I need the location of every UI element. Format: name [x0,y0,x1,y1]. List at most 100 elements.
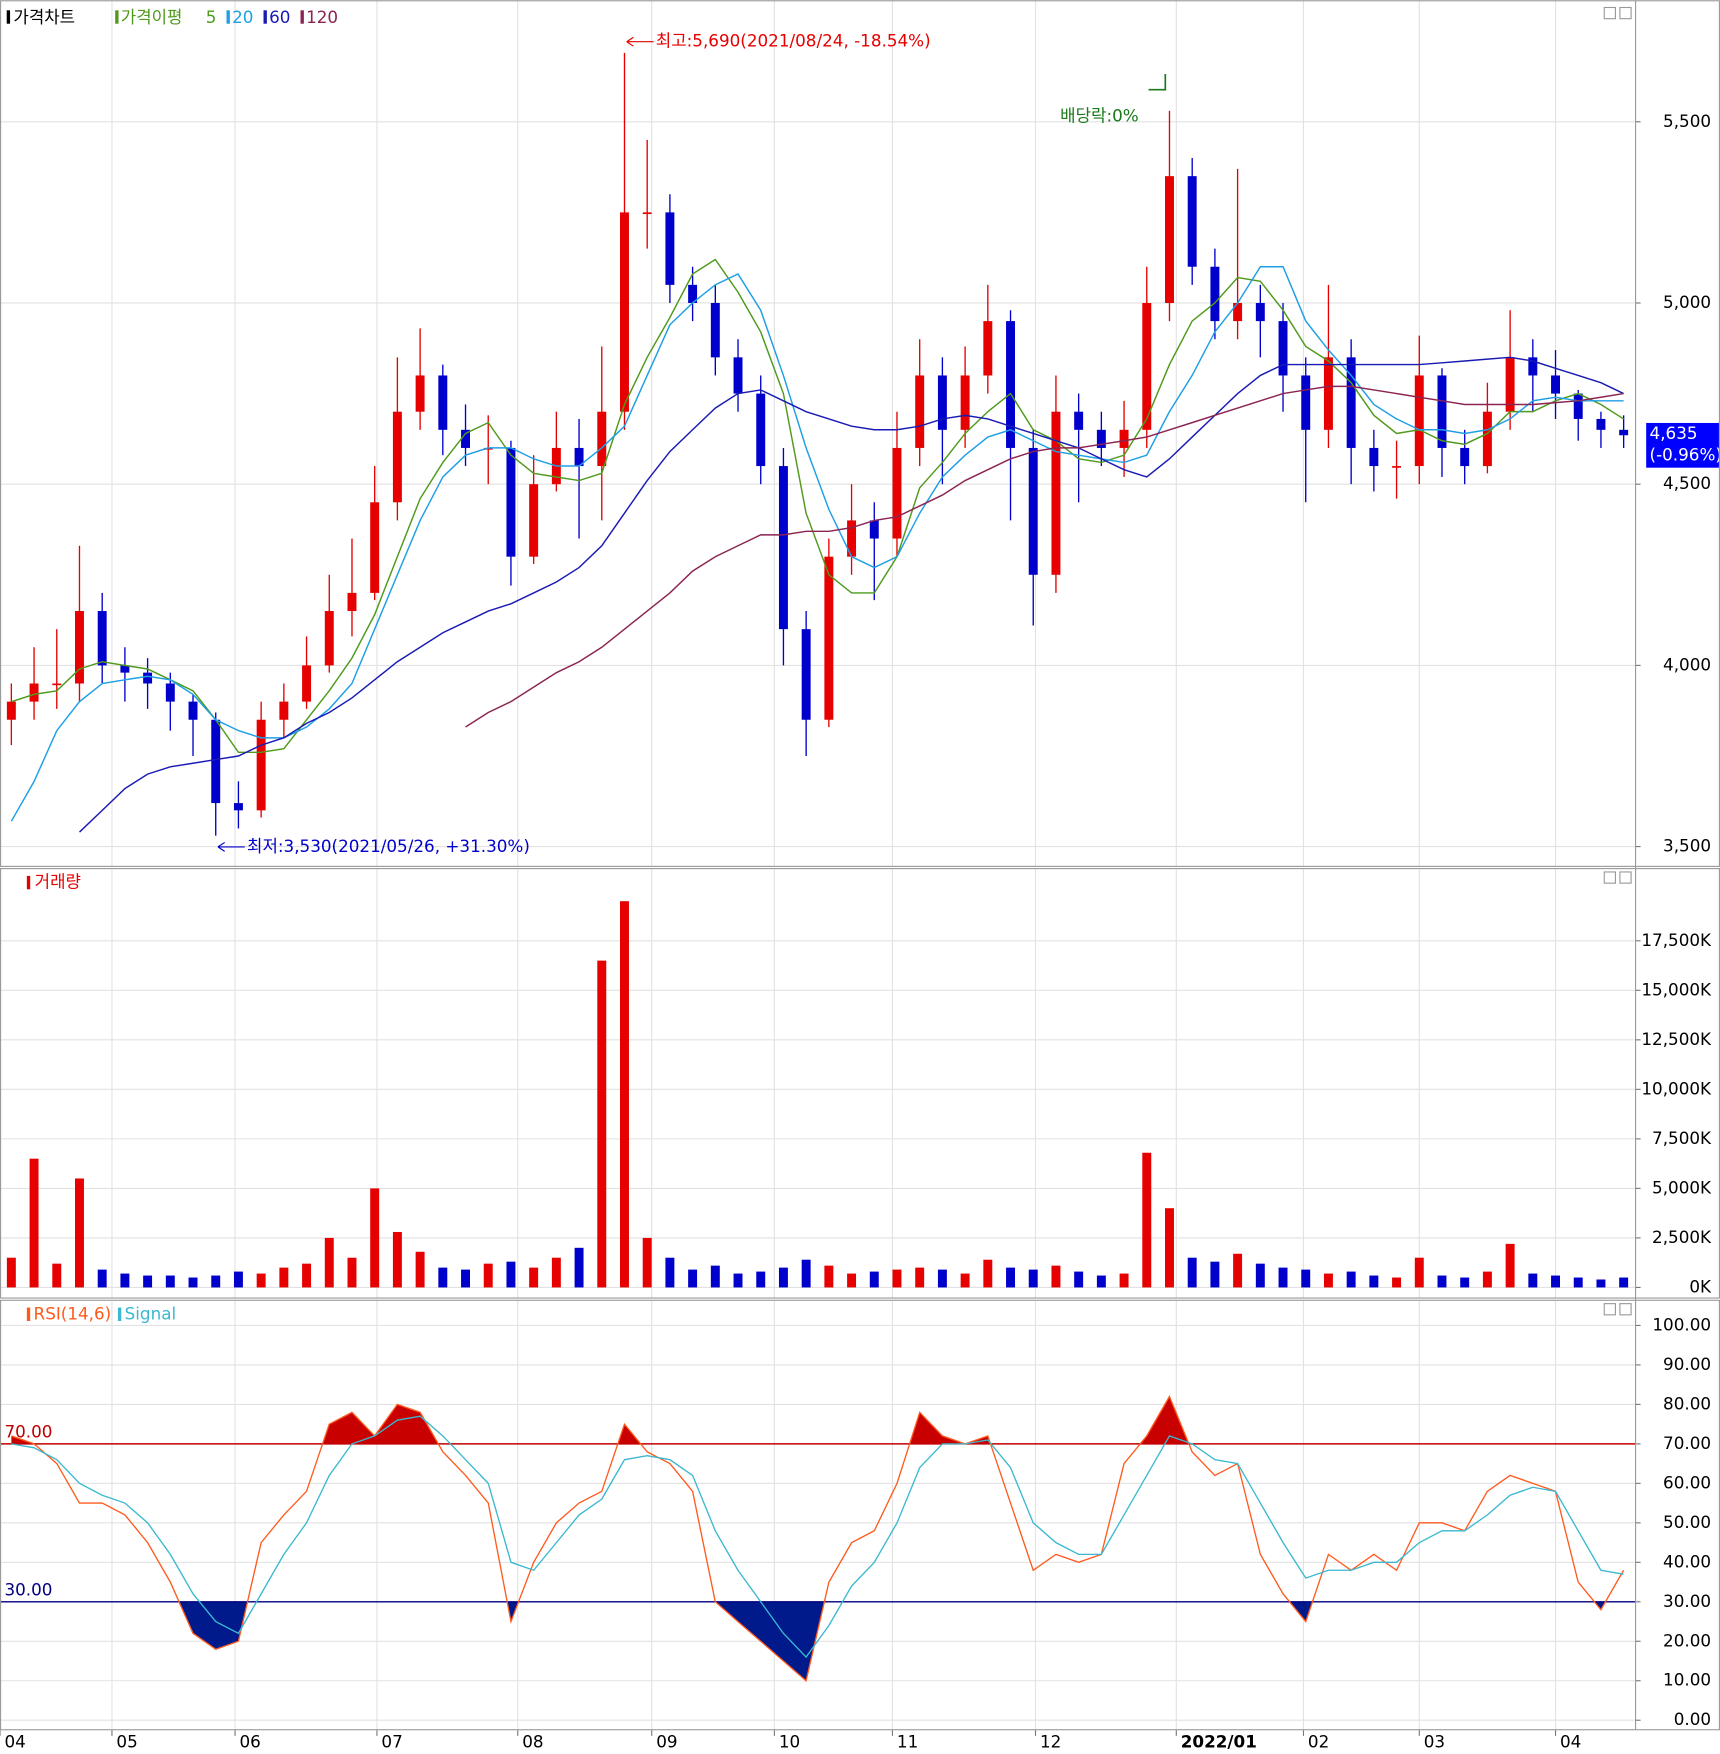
legend-marker [6,10,11,24]
candle-body [256,719,266,811]
x-tick-label: 10 [779,1732,800,1752]
x-tick-label: 04 [1560,1732,1581,1752]
y-tick-label: 50.00 [1663,1512,1711,1532]
moving-average-line [465,385,1624,728]
legend-marker [115,10,119,24]
legend-ma-label: 가격이평 [121,7,183,27]
candle-body [1187,176,1197,267]
volume-bar [1074,1271,1084,1288]
volume-bar [1006,1267,1015,1288]
candle-body [279,701,289,720]
volume-bar [461,1269,470,1288]
volume-bar [892,1269,902,1288]
y-tick-label: 100.00 [1652,1314,1711,1334]
candle-body [1051,411,1061,575]
legend-marker [26,875,31,890]
y-tick-label: 7,500K [1652,1128,1712,1148]
dividend-marker [1148,74,1167,91]
volume-bar [52,1263,62,1288]
volume-bar [392,1231,402,1288]
volume-bar [1119,1273,1129,1288]
candle-body [75,611,84,684]
volume-bar [302,1263,312,1288]
volume-bar [847,1273,857,1288]
annotation-arrowhead [626,36,634,47]
volume-bar [551,1257,561,1288]
volume-bar [778,1267,788,1288]
x-tick-label: 07 [381,1732,402,1752]
candle-body [483,447,493,450]
candle-body [1255,302,1265,322]
candle-body [1142,302,1152,430]
volume-bar [733,1273,743,1288]
close-icon[interactable] [1619,1303,1632,1316]
candle-body [937,375,947,430]
candle-body [1301,375,1311,430]
volume-bar [506,1261,516,1288]
minimize-icon[interactable] [1603,871,1616,884]
rsi-line [11,1415,1624,1659]
rsi-panel-frame [0,1299,1720,1731]
candle-body [756,393,766,467]
candle-body [6,701,16,720]
candle-body [233,803,243,811]
y-tick-label: 5,000 [1663,292,1711,312]
candle-body [1460,447,1470,467]
volume-bar [1255,1263,1265,1288]
y-tick-label: 30.00 [1663,1591,1711,1611]
candle-body [597,411,607,467]
volume-bar [165,1275,175,1288]
volume-bar [370,1188,380,1288]
price-panel-frame [0,0,1720,867]
candle-body [1369,447,1379,467]
candle-body [1323,357,1333,430]
dividend-label: 배당락:0% [1060,106,1139,126]
volume-bar [915,1267,925,1288]
legend-series: Signal [125,1303,177,1323]
y-tick-label: 12,500K [1641,1029,1712,1049]
volume-bar [642,1237,652,1288]
volume-bar [1437,1275,1447,1288]
legend-title: 가격차트 [13,7,75,27]
y-tick-label: 17,500K [1641,930,1712,950]
level-label: 70.00 [4,1422,52,1442]
candle-body [188,701,198,720]
x-tick-label: 03 [1424,1732,1445,1752]
legend-series: 20 [232,7,253,27]
candle-body [506,447,516,557]
y-tick-label: 20.00 [1663,1630,1711,1650]
volume-bar [665,1257,675,1288]
minimize-icon[interactable] [1603,6,1616,20]
volume-bar [1346,1271,1356,1288]
legend-marker [300,10,304,24]
volume-bar [756,1271,766,1288]
candle-body [1392,466,1402,468]
candle-body [302,665,312,702]
last-price: 4,635 [1650,423,1698,443]
candle-body [1437,375,1447,448]
close-icon[interactable] [1619,871,1632,884]
x-tick-label: 08 [522,1732,543,1752]
y-tick-label: 4,500 [1663,473,1711,493]
x-tick-label: 06 [240,1732,261,1752]
annotation: 최저:3,530(2021/05/26, +31.30%) [247,836,530,856]
volume-bar [1482,1271,1492,1288]
y-tick-label: 90.00 [1663,1354,1711,1374]
legend-series: 60 [269,7,290,27]
legend-marker [263,10,267,24]
candle-body [97,611,107,666]
volume-bar [1301,1269,1311,1288]
volume-bar [1619,1277,1629,1288]
last-price-box [1646,422,1720,468]
close-icon[interactable] [1619,6,1632,20]
moving-average-line [10,265,1624,822]
candle-body [1505,357,1515,412]
panel-title: 거래량 [35,872,81,892]
candle-body [52,683,62,686]
marks [0,52,1636,1682]
candle-body [324,611,334,666]
candle-body [461,429,470,448]
minimize-icon[interactable] [1603,1303,1616,1316]
volume-panel-frame [0,868,1720,1299]
